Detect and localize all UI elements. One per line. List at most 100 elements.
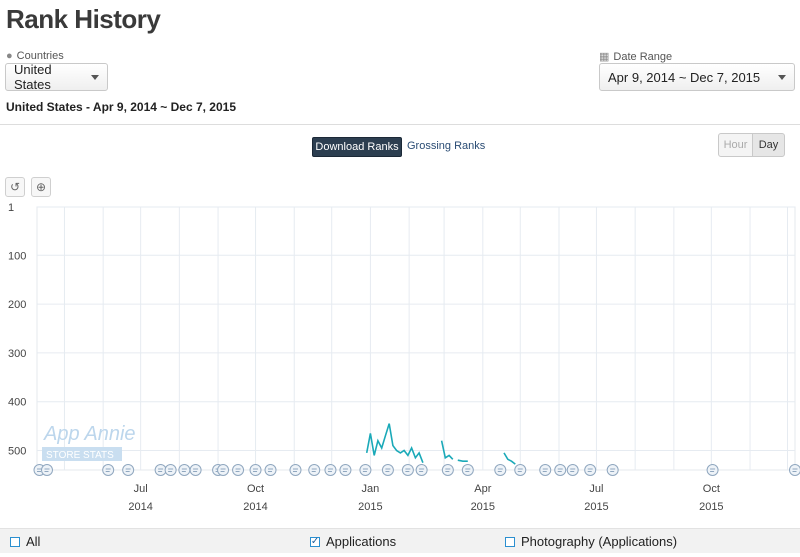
event-marker-icon <box>40 464 53 476</box>
event-marker-bubble <box>189 464 202 476</box>
y-tick-label: 500 <box>8 445 26 457</box>
event-marker-icon <box>324 464 337 476</box>
hour-button[interactable]: Hour <box>718 133 753 157</box>
event-marker-bubble <box>401 464 414 476</box>
zoom-icon: ⊕ <box>35 180 47 194</box>
chevron-down-icon <box>778 74 786 80</box>
event-marker-icon <box>441 464 454 476</box>
event-marker-icon <box>706 464 719 476</box>
event-marker-icon <box>164 464 177 476</box>
page-title: Rank History <box>6 4 161 34</box>
event-marker-bubble <box>232 464 245 476</box>
event-marker-bubble <box>606 464 619 476</box>
legend-applications[interactable]: ✓ Applications <box>310 534 397 549</box>
x-tick-year: 2015 <box>358 501 382 513</box>
y-tick-label: 1 <box>8 202 14 214</box>
series-line <box>440 440 454 460</box>
event-marker-icon <box>789 464 800 476</box>
event-marker-icon <box>308 464 321 476</box>
event-marker-icon <box>178 464 191 476</box>
event-marker-bubble <box>339 464 352 476</box>
chart-subtitle: United States - Apr 9, 2014 ~ Dec 7, 201… <box>6 100 236 114</box>
event-marker-bubble <box>554 464 567 476</box>
calendar-icon: ▦ <box>599 51 610 63</box>
check-icon: ✓ <box>310 535 320 547</box>
event-marker-bubble <box>40 464 53 476</box>
event-marker-icon <box>359 464 372 476</box>
chevron-down-icon <box>91 74 99 80</box>
event-marker-bubble <box>381 464 394 476</box>
event-marker-bubble <box>249 464 262 476</box>
globe-icon: ● <box>6 50 13 62</box>
day-button[interactable]: Day <box>752 133 785 157</box>
event-marker-icon <box>289 464 302 476</box>
event-marker-icon <box>554 464 567 476</box>
checkbox-photography[interactable] <box>505 536 515 547</box>
event-marker-bubble <box>178 464 191 476</box>
event-marker-icon <box>189 464 202 476</box>
event-marker-bubble <box>264 464 277 476</box>
event-marker-bubble <box>359 464 372 476</box>
event-marker-icon <box>514 464 527 476</box>
series-line <box>457 459 468 463</box>
x-tick-month: Jul <box>589 483 603 495</box>
event-marker-icon <box>122 464 135 476</box>
x-tick-month: Jul <box>134 483 148 495</box>
y-tick-label: 200 <box>8 299 26 311</box>
countries-label: ● Countries <box>6 50 64 62</box>
x-axis-labels: Jul 2014 Oct 2014 Jan 2015 Apr 2015 Jul 2015 Oct 20… <box>128 483 723 513</box>
event-marker-icon <box>217 464 230 476</box>
legend: All ✓ Applications Photography (Applicat… <box>0 528 800 553</box>
reset-zoom-button[interactable]: ↺ <box>5 177 25 197</box>
event-marker-icon <box>415 464 428 476</box>
watermark: App Annie STORE STATS <box>42 423 136 461</box>
x-tick-year: 2015 <box>471 501 495 513</box>
event-marker-bubble <box>164 464 177 476</box>
series-line <box>503 452 516 465</box>
date-range-label: ▦ Date Range <box>599 50 673 64</box>
event-marker-icon <box>232 464 245 476</box>
legend-all[interactable]: All <box>10 534 40 549</box>
event-marker-bubble <box>217 464 230 476</box>
event-marker-icon <box>339 464 352 476</box>
event-marker-bubble <box>324 464 337 476</box>
reset-icon: ↺ <box>9 180 21 194</box>
event-marker-icon <box>381 464 394 476</box>
y-axis-labels: 1 100 200 300 400 500 <box>8 202 26 457</box>
chart-grid <box>37 206 795 470</box>
event-markers <box>33 464 800 476</box>
legend-photography[interactable]: Photography (Applications) <box>505 534 677 549</box>
event-marker-icon <box>102 464 115 476</box>
event-marker-bubble <box>308 464 321 476</box>
x-tick-year: 2015 <box>584 501 608 513</box>
event-marker-icon <box>606 464 619 476</box>
divider <box>0 124 800 125</box>
zoom-button[interactable]: ⊕ <box>31 177 51 197</box>
x-tick-month: Oct <box>247 483 264 495</box>
event-marker-bubble <box>441 464 454 476</box>
event-marker-icon <box>539 464 552 476</box>
grossing-ranks-link[interactable]: Grossing Ranks <box>407 140 486 152</box>
countries-select[interactable]: United States <box>5 62 108 92</box>
event-marker-icon <box>264 464 277 476</box>
event-marker-icon <box>461 464 474 476</box>
y-tick-label: 400 <box>8 397 26 409</box>
event-marker-icon <box>401 464 414 476</box>
event-marker-icon <box>494 464 507 476</box>
watermark-text: STORE STATS <box>46 450 114 461</box>
event-marker-bubble <box>494 464 507 476</box>
download-ranks-button[interactable]: Download Ranks <box>312 137 402 157</box>
event-marker-icon <box>584 464 597 476</box>
y-tick-label: 100 <box>8 250 26 262</box>
event-marker-bubble <box>539 464 552 476</box>
checkbox-all[interactable] <box>10 536 20 547</box>
event-marker-bubble <box>154 464 167 476</box>
x-tick-year: 2015 <box>699 501 723 513</box>
checkbox-applications[interactable]: ✓ <box>310 535 320 547</box>
y-tick-label: 300 <box>8 348 26 360</box>
x-tick-year: 2014 <box>243 501 267 513</box>
event-marker-bubble <box>415 464 428 476</box>
date-range-select[interactable]: Apr 9, 2014 ~ Dec 7, 2015 <box>599 63 795 91</box>
event-marker-bubble <box>789 464 800 476</box>
rank-chart[interactable]: 1 100 200 300 400 500 Jul 2014 Oct 2014 Jan 2015 Ap… <box>0 200 800 525</box>
